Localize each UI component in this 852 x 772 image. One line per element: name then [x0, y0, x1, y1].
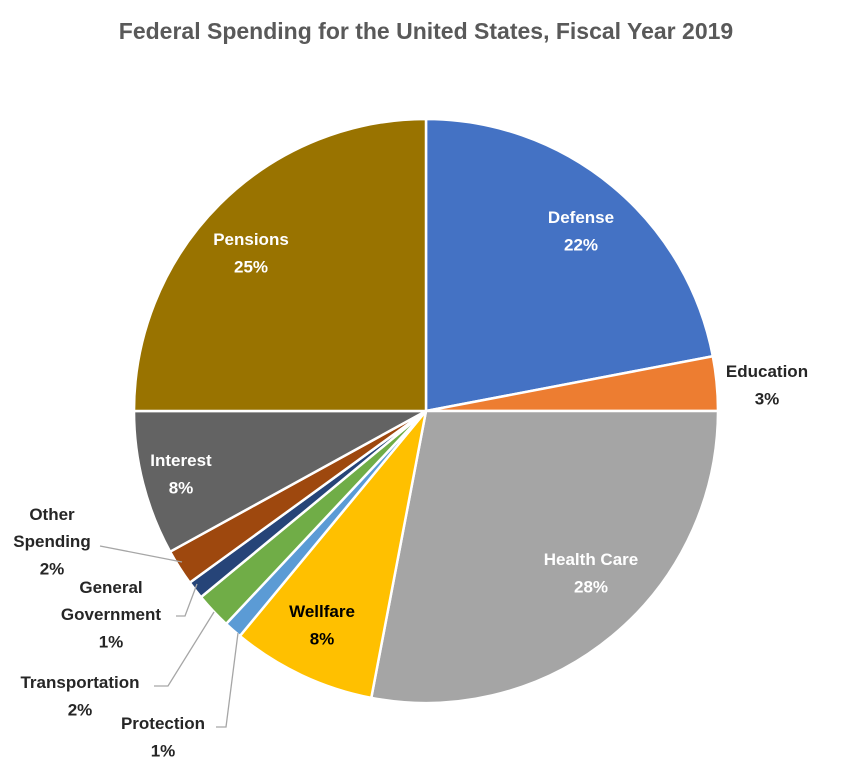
slice-label-wellfare: Wellfare [289, 602, 355, 621]
leader-lines-layer [99, 545, 239, 728]
slice-value-other-spending: 2% [40, 559, 65, 578]
slice-value-general-government: 1% [99, 632, 124, 651]
leader-line-protection [216, 632, 239, 728]
slice-value-defense: 22% [564, 235, 598, 254]
slice-label-defense: Defense [548, 208, 614, 227]
slice-value-interest: 8% [169, 478, 194, 497]
chart-title: Federal Spending for the United States, … [118, 18, 734, 44]
pie-slice-pensions [132, 117, 428, 413]
slice-value-education: 3% [755, 389, 780, 408]
slice-value-pensions: 25% [234, 257, 268, 276]
pie-slice-interest [132, 409, 428, 553]
slice-value-transportation: 2% [68, 700, 93, 719]
leader-line-general-government [176, 583, 198, 617]
slice-value-health-care: 28% [574, 577, 608, 596]
slice-label-education: Education [726, 362, 808, 381]
slice-label-protection: Protection [121, 714, 205, 733]
slices-layer [132, 117, 720, 705]
slice-label-general-government: General Government [61, 578, 161, 624]
slice-label-pensions: Pensions [213, 230, 289, 249]
pie-slice-wellfare [238, 409, 428, 700]
slice-label-health-care: Health Care [544, 550, 638, 569]
slice-label-other-spending: Other Spending [13, 505, 90, 551]
leader-line-other-spending [99, 545, 183, 563]
pie-slice-health-care [370, 409, 720, 705]
slice-value-protection: 1% [151, 741, 176, 760]
slice-value-wellfare: 8% [310, 629, 335, 648]
slice-label-transportation: Transportation [20, 673, 139, 692]
pie-slice-defense [424, 117, 715, 413]
slice-label-interest: Interest [150, 451, 212, 470]
data-labels-layer: Defense 22% Education 3% Health Care 28% Wellf… [13, 208, 808, 760]
leader-line-transportation [154, 611, 215, 687]
